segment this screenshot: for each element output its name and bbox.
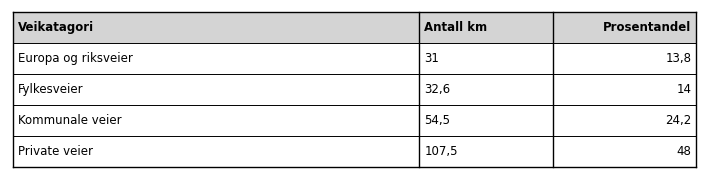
- Text: Veikatagori: Veikatagori: [18, 21, 94, 34]
- Text: Prosentandel: Prosentandel: [603, 21, 691, 34]
- Text: 54,5: 54,5: [425, 114, 450, 127]
- Bar: [13, 43, 696, 74]
- Text: 107,5: 107,5: [425, 145, 458, 158]
- Bar: [13, 12, 696, 43]
- Text: 48: 48: [676, 145, 691, 158]
- Text: 32,6: 32,6: [425, 83, 450, 96]
- Text: Fylkesveier: Fylkesveier: [18, 83, 84, 96]
- Text: 14: 14: [676, 83, 691, 96]
- Text: Antall km: Antall km: [425, 21, 488, 34]
- Text: Kommunale veier: Kommunale veier: [18, 114, 121, 127]
- Bar: [13, 74, 696, 105]
- Text: 13,8: 13,8: [665, 52, 691, 65]
- Bar: [13, 105, 696, 136]
- Bar: [13, 136, 696, 167]
- Text: Europa og riksveier: Europa og riksveier: [18, 52, 133, 65]
- Text: 31: 31: [425, 52, 440, 65]
- Text: Private veier: Private veier: [18, 145, 93, 158]
- Text: 24,2: 24,2: [665, 114, 691, 127]
